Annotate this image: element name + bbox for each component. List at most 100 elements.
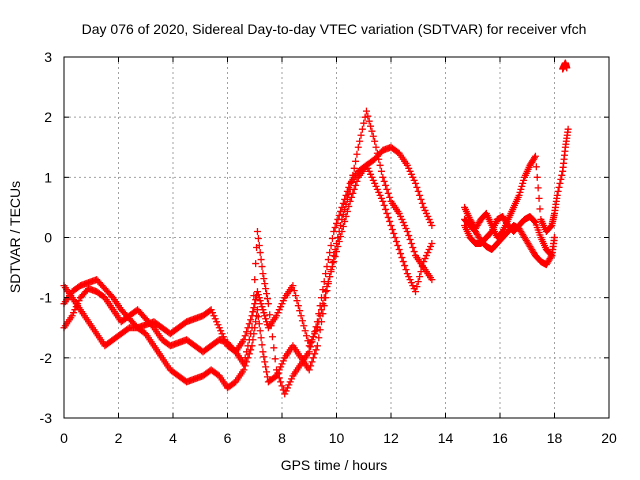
data-point [418,199,426,207]
data-point [318,294,326,302]
data-point [383,209,391,217]
data-point [397,212,405,220]
data-point [333,219,340,227]
data-point [290,287,298,295]
data-point [339,199,347,207]
data-point [281,390,289,398]
data-point [531,152,539,160]
data-point [288,375,296,383]
data-point [392,238,400,246]
data-point [296,307,304,315]
data-point [416,273,424,281]
data-point [75,297,83,305]
data-point [244,342,252,350]
data-point [563,64,571,72]
data-point [379,173,387,181]
data-point [341,195,349,203]
data-point [377,194,385,202]
data-point [357,131,365,139]
data-point [319,286,327,294]
data-point [333,240,340,248]
data-point [352,181,360,189]
data-point [398,254,406,262]
data-point [425,215,433,223]
x-tick-label: 2 [115,430,123,446]
data-point [420,258,428,266]
data-point [362,107,370,115]
data-point [387,221,395,229]
series-track-7 [559,59,571,73]
data-point [273,312,281,320]
data-point [263,373,271,381]
x-tick-label: 16 [492,430,508,446]
data-point [255,242,263,250]
data-point [301,327,309,335]
data-point [312,323,320,331]
data-point [305,348,313,356]
data-point [417,268,425,276]
data-point [300,322,308,330]
data-point [253,227,261,235]
data-point [518,182,526,190]
data-point [425,246,433,254]
data-point [520,176,528,184]
data-point [307,362,315,370]
data-point [391,234,399,241]
data-point [261,312,269,320]
data-point [403,270,411,278]
data-point [251,300,259,308]
data-point [258,341,266,349]
data-point [207,306,215,314]
data-point [259,270,267,278]
data-point [516,188,524,196]
data-point [358,125,366,133]
data-point [373,185,381,193]
data-point [424,249,432,257]
x-tick-label: 4 [169,430,177,446]
data-point [399,258,407,266]
data-point [278,382,286,390]
data-point [315,334,323,342]
data-point [406,276,414,284]
data-point [343,187,351,195]
data-point [262,315,270,323]
data-point [384,213,392,221]
data-point [289,282,297,290]
data-point [422,252,430,260]
data-point [318,306,326,314]
x-tick-label: 14 [438,430,454,446]
data-point [241,354,249,362]
data-point [68,312,76,320]
data-point [255,320,263,328]
data-point [266,311,274,319]
data-point [293,297,301,305]
data-point [247,346,255,354]
data-point [376,191,384,199]
data-point [337,207,345,215]
y-tick-label: -3 [40,410,53,426]
data-point [382,205,390,213]
data-point [372,143,380,151]
data-point [354,143,362,151]
data-point [323,263,331,271]
data-point [214,321,222,329]
data-point [309,354,317,362]
data-point [421,206,429,214]
x-tick-label: 12 [383,430,399,446]
data-point [407,240,415,248]
data-point [403,161,411,169]
data-point [330,252,338,260]
data-point [267,322,275,330]
data-point [420,203,428,211]
data-point [330,227,338,235]
data-point [532,163,540,171]
data-point [240,360,248,368]
y-axis-label: SDTVAR / TECUs [7,181,23,293]
data-point [311,328,319,336]
data-point [283,384,291,392]
data-point [74,300,82,308]
data-point [250,304,258,312]
data-point [409,244,417,252]
data-point [365,167,373,175]
